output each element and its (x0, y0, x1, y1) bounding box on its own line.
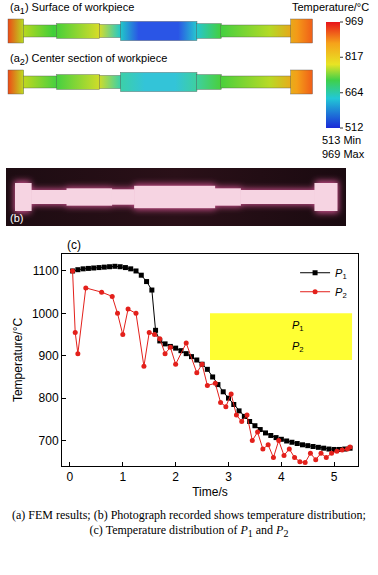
html-text:(a1) Surface of workpiece: (a1) Surface of workpiece (10, 1, 135, 17)
svg-text:P​2​: P​2​ (335, 286, 347, 300)
svg-text:1000: 1000 (32, 307, 59, 321)
html-text:512: 512 (345, 121, 364, 133)
svg-text:4: 4 (278, 470, 285, 484)
svg-text:P​1​: P​1​ (335, 267, 347, 281)
svg-text:(c): (c) (67, 238, 81, 252)
svg-text:P​1​: P​1​ (292, 319, 304, 333)
svg-text:Time/s: Time/s (192, 485, 228, 499)
html-text:(a) FEM results; (b) Photograp: (a) FEM results; (b) Photograph recorded… (12, 508, 366, 540)
html-text:817: 817 (345, 50, 364, 63)
svg-text:P​2​: P​2​ (292, 340, 304, 354)
svg-text:2: 2 (172, 470, 179, 484)
svg-text:Temperature/°C: Temperature/°C (11, 318, 25, 402)
html-text:513 Min: 513 Min (322, 134, 362, 146)
svg-text:900: 900 (39, 349, 59, 363)
html-text:(a2) Center section of workpie: (a2) Center section of workpiece (10, 52, 168, 68)
html-text:Temperature/°C: Temperature/°C (292, 1, 370, 13)
html-text:969 Max: 969 Max (322, 148, 365, 160)
svg-text:3: 3 (225, 470, 232, 484)
svg-text:1: 1 (119, 470, 126, 484)
svg-text:800: 800 (39, 391, 59, 405)
svg-text:700: 700 (39, 434, 59, 448)
html-text:(b): (b) (10, 212, 24, 224)
html-text:969: 969 (345, 15, 364, 27)
svg-text:5: 5 (331, 470, 338, 484)
svg-text:0: 0 (67, 470, 74, 484)
svg-text:1100: 1100 (33, 264, 59, 278)
html-text:664: 664 (345, 85, 364, 98)
